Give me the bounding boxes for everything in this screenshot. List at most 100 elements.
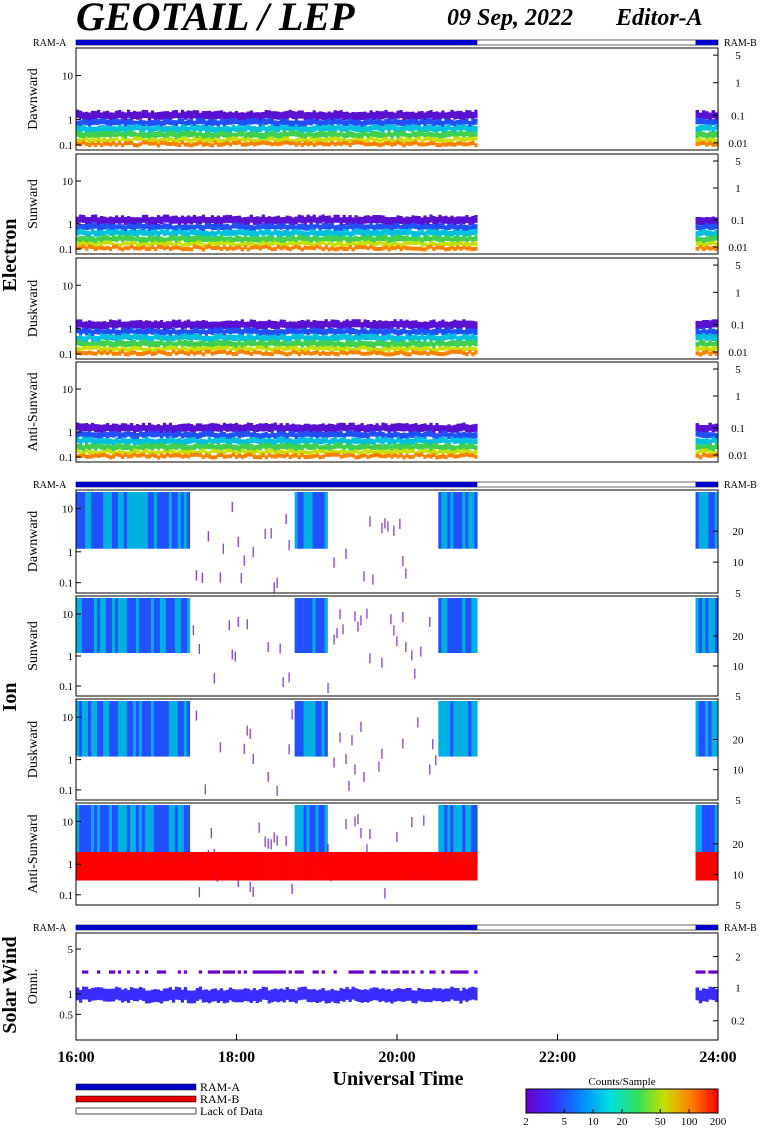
spectrogram-cell [327, 444, 331, 451]
spectrogram-cell [438, 492, 442, 549]
spectrogram-cell [306, 450, 310, 455]
right-tick-label: 20 [733, 839, 745, 851]
spectrogram-cell [414, 346, 418, 351]
spectrogram-cell [318, 131, 322, 138]
spectrogram-cell [360, 216, 364, 225]
right-tick-label: 20 [733, 526, 745, 538]
spectrogram-cell [144, 132, 149, 139]
spectrogram-cell [300, 126, 304, 133]
spectrogram-cell [123, 988, 128, 1002]
spectrogram-cell [162, 438, 167, 445]
spectrogram-cell [348, 143, 352, 148]
spectrogram-cell [120, 229, 125, 236]
spectrogram-cell [165, 245, 170, 250]
spectrogram-cell [381, 215, 385, 224]
spectrogram-cell [186, 110, 191, 119]
spectrogram-cell [78, 989, 83, 1003]
spectrogram-cell [306, 224, 310, 231]
spectrogram-cell [432, 216, 436, 225]
spectrogram-cell [453, 346, 457, 351]
spectrogram-cell [111, 851, 116, 881]
spectrogram-cell [123, 120, 128, 127]
spectrogram-cell [711, 236, 716, 243]
spectrogram-cell [192, 342, 197, 349]
spectrogram-cell [84, 136, 89, 141]
spectrogram-cell [291, 988, 295, 1002]
spectrogram-cell [420, 333, 424, 340]
spectrogram-cell [279, 217, 283, 226]
spectrogram-cell [192, 425, 197, 434]
spectrogram-cell [348, 452, 352, 457]
spectrogram-cell [129, 138, 134, 144]
spectrogram-cell [255, 424, 259, 433]
spectrogram-cell [231, 501, 233, 513]
spectrogram-cell [438, 138, 442, 143]
spectrogram-cell [123, 246, 128, 251]
spectrogram-cell [315, 334, 319, 341]
spectrogram-cell [162, 140, 167, 145]
spectrogram-cell [90, 432, 95, 439]
spectrogram-cell [711, 132, 716, 139]
spectrogram-cell [90, 336, 95, 343]
spectrogram-cell [207, 851, 212, 881]
spectrogram-cell [264, 224, 268, 231]
spectrogram-cell [321, 124, 325, 132]
spectrogram-cell [306, 851, 310, 881]
spectrogram-cell [708, 217, 712, 226]
spectrogram-cell [417, 335, 421, 342]
spectrogram-cell [99, 143, 104, 148]
spectrogram-cell [171, 449, 176, 454]
spectrogram-cell [312, 443, 316, 450]
spectrogram-cell [150, 340, 155, 348]
spectrogram-cell [339, 118, 343, 125]
spectrogram-cell [267, 223, 271, 230]
spectrogram-cell [339, 431, 343, 438]
spectrogram-cell [195, 442, 200, 449]
spectrogram-cell [408, 330, 412, 337]
spectrogram-cell [309, 340, 313, 347]
spectrogram-cell [264, 132, 268, 139]
spectrogram-cell [303, 126, 307, 133]
spectrogram-cell [462, 453, 466, 458]
spectrogram-cell [108, 329, 113, 336]
spectrogram-cell [291, 229, 295, 236]
spectrogram-cell [120, 236, 125, 243]
spectrogram-cell [237, 445, 241, 452]
spectrogram-cell [318, 229, 322, 236]
spectrogram-cell [243, 453, 247, 458]
spectrogram-cell [204, 989, 209, 1003]
spectrogram-cell [261, 851, 265, 881]
spectrogram-cell [246, 988, 250, 1002]
spectrogram-cell [432, 351, 436, 356]
spectrogram-cell [414, 851, 418, 881]
spectrogram-cell [165, 452, 170, 457]
spectrogram-cell [156, 851, 161, 881]
spectrogram-cell [363, 453, 367, 458]
spectrogram-cell [150, 598, 155, 653]
spectrogram-cell [360, 851, 364, 881]
spectrogram-cell [291, 328, 295, 335]
spectrogram-cell [324, 242, 328, 247]
spectrogram-cell [701, 425, 706, 434]
spectrogram-cell [330, 431, 334, 438]
spectrogram-cell [351, 335, 355, 342]
spectrogram-cell [126, 430, 131, 437]
spectrogram-cell [282, 140, 286, 145]
spectrogram-cell [93, 126, 98, 133]
spectrogram-cell [408, 341, 412, 348]
spectrogram-cell [123, 492, 128, 549]
spectrogram-cell [423, 815, 425, 826]
spectrogram-cell [402, 245, 406, 250]
spectrogram-cell [81, 805, 86, 862]
spectrogram-cell [261, 222, 265, 229]
spectrogram-cell [180, 851, 185, 881]
spectrogram-cell [195, 229, 200, 236]
spectrogram-cell [171, 319, 176, 328]
spectrogram-cell [180, 321, 185, 330]
spectrogram-cell [695, 492, 700, 549]
spectrogram-cell [396, 342, 400, 349]
spectrogram-cell [93, 222, 98, 229]
spectrogram-cell [225, 223, 230, 230]
spectrogram-cell [351, 340, 355, 347]
spectrogram-cell [183, 216, 188, 225]
